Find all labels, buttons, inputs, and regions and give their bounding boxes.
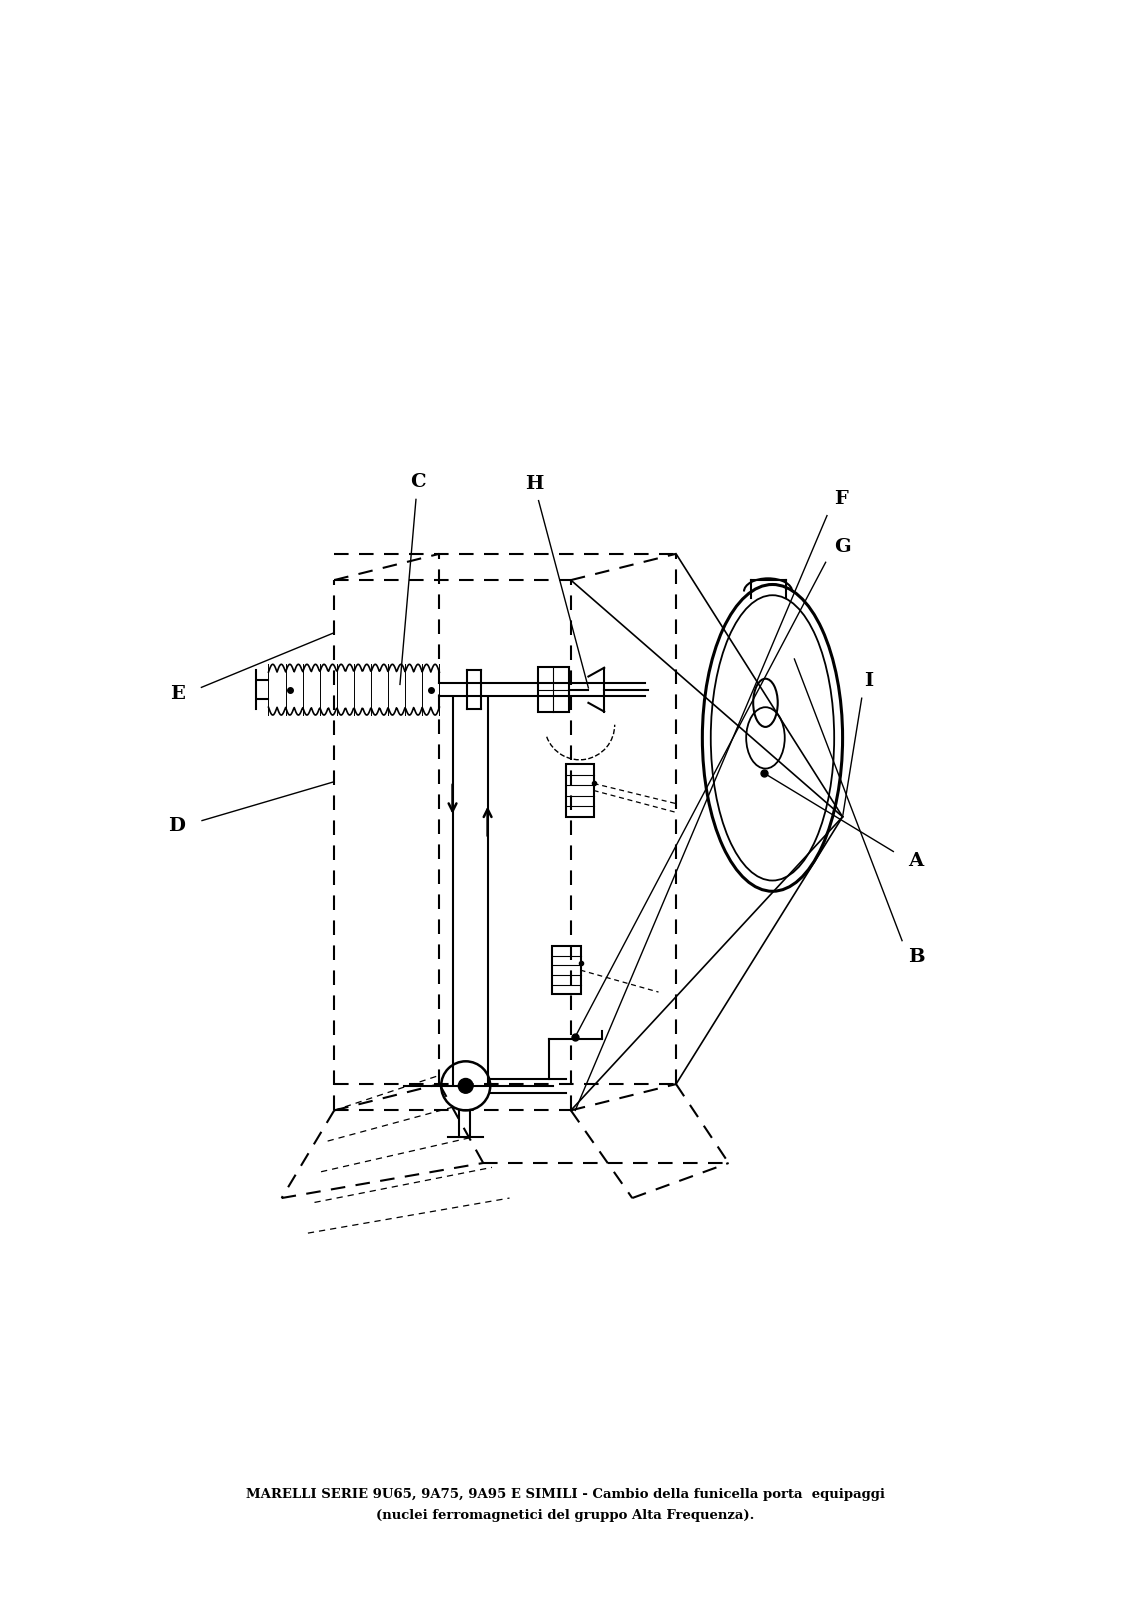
Bar bbox=[552, 946, 580, 994]
Text: E: E bbox=[171, 685, 185, 702]
Circle shape bbox=[458, 1078, 473, 1093]
Text: I: I bbox=[864, 672, 873, 690]
Text: F: F bbox=[834, 491, 847, 509]
Text: D: D bbox=[169, 816, 185, 835]
Text: H: H bbox=[525, 475, 543, 493]
Bar bbox=[538, 667, 569, 712]
Text: A: A bbox=[908, 851, 923, 869]
Text: MARELLI SERIE 9U65, 9A75, 9A95 E SIMILI - Cambio della funicella porta  equipagg: MARELLI SERIE 9U65, 9A75, 9A95 E SIMILI … bbox=[247, 1488, 884, 1501]
Text: B: B bbox=[908, 949, 925, 966]
Bar bbox=[566, 765, 594, 816]
Text: G: G bbox=[834, 538, 851, 555]
Text: C: C bbox=[409, 474, 425, 491]
Text: (nuclei ferromagnetici del gruppo Alta Frequenza).: (nuclei ferromagnetici del gruppo Alta F… bbox=[377, 1509, 754, 1522]
